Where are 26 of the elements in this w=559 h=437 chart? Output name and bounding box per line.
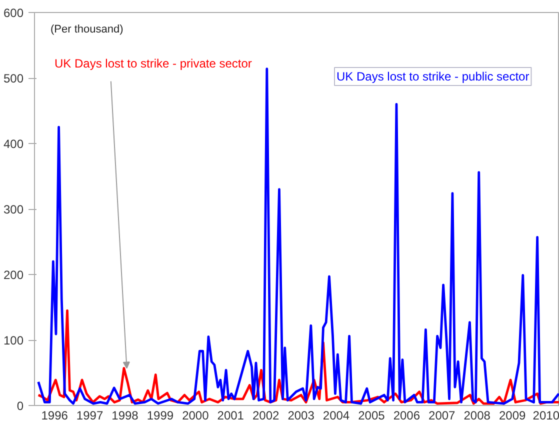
x-tick-label: 2008	[464, 408, 491, 422]
text: UK Days lost to strike - private sector	[54, 56, 252, 70]
x-tick-label: 1996	[41, 408, 68, 422]
x-tick-label: 2005	[358, 408, 386, 422]
text: UK Days lost to strike - public sector	[336, 70, 530, 84]
y-tick-label: 600	[3, 6, 24, 20]
x-tick-label: 2002	[252, 408, 280, 422]
x-tick-label: 2007	[428, 408, 456, 422]
y-tick-label: 100	[3, 334, 24, 348]
x-tick-label: 2003	[288, 408, 315, 422]
y-tick-label: 0	[16, 399, 24, 413]
line-series	[37, 309, 559, 405]
x-tick-label: 2010	[532, 408, 559, 422]
x-tick-label: 2009	[498, 408, 526, 422]
x-tick-label: 1999	[146, 408, 174, 422]
x-tick-label: 2006	[393, 408, 420, 422]
annotation: (Per thousand)	[50, 24, 124, 36]
x-tick-label: 1998	[112, 408, 139, 422]
x-tick-label: 1997	[76, 408, 104, 422]
y-tick-label: 400	[3, 137, 24, 151]
y-tick-label: 200	[3, 268, 24, 282]
x-tick-label: 2000	[182, 408, 210, 422]
y-tick-label: 500	[3, 72, 24, 86]
x-tick-label: 2001	[217, 408, 244, 422]
x-tick-label: 2004	[322, 408, 350, 422]
y-tick-label: 300	[3, 202, 24, 216]
